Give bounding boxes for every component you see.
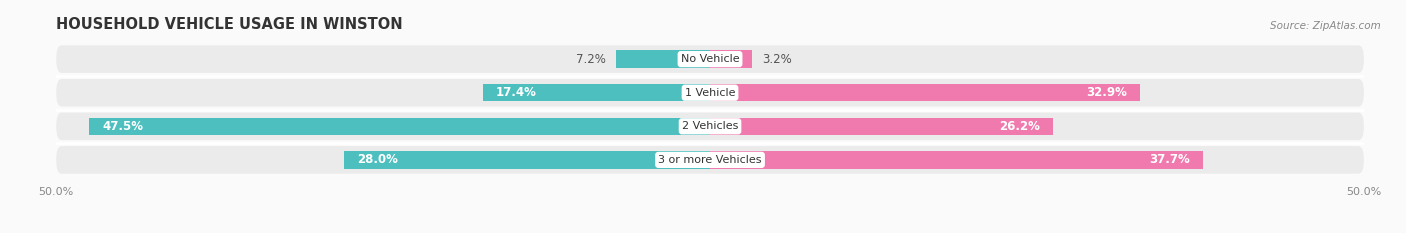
Bar: [710, 84, 1140, 101]
Bar: [482, 84, 710, 101]
Text: 2 Vehicles: 2 Vehicles: [682, 121, 738, 131]
Text: 37.7%: 37.7%: [1149, 153, 1189, 166]
FancyBboxPatch shape: [56, 146, 1364, 174]
Bar: [710, 118, 1053, 135]
Text: HOUSEHOLD VEHICLE USAGE IN WINSTON: HOUSEHOLD VEHICLE USAGE IN WINSTON: [56, 17, 404, 32]
Bar: [710, 151, 1204, 169]
Text: No Vehicle: No Vehicle: [681, 54, 740, 64]
FancyBboxPatch shape: [56, 113, 1364, 140]
Bar: [616, 50, 710, 68]
Text: 17.4%: 17.4%: [495, 86, 537, 99]
FancyBboxPatch shape: [56, 79, 1364, 106]
Text: 3.2%: 3.2%: [762, 53, 792, 66]
Text: Source: ZipAtlas.com: Source: ZipAtlas.com: [1270, 21, 1381, 31]
Bar: [344, 151, 710, 169]
Text: 7.2%: 7.2%: [575, 53, 606, 66]
Text: 28.0%: 28.0%: [357, 153, 398, 166]
Text: 3 or more Vehicles: 3 or more Vehicles: [658, 155, 762, 165]
Text: 1 Vehicle: 1 Vehicle: [685, 88, 735, 98]
Bar: [710, 50, 752, 68]
Text: 26.2%: 26.2%: [998, 120, 1039, 133]
Text: 32.9%: 32.9%: [1087, 86, 1128, 99]
FancyBboxPatch shape: [56, 45, 1364, 73]
Bar: [89, 118, 710, 135]
Text: 47.5%: 47.5%: [103, 120, 143, 133]
